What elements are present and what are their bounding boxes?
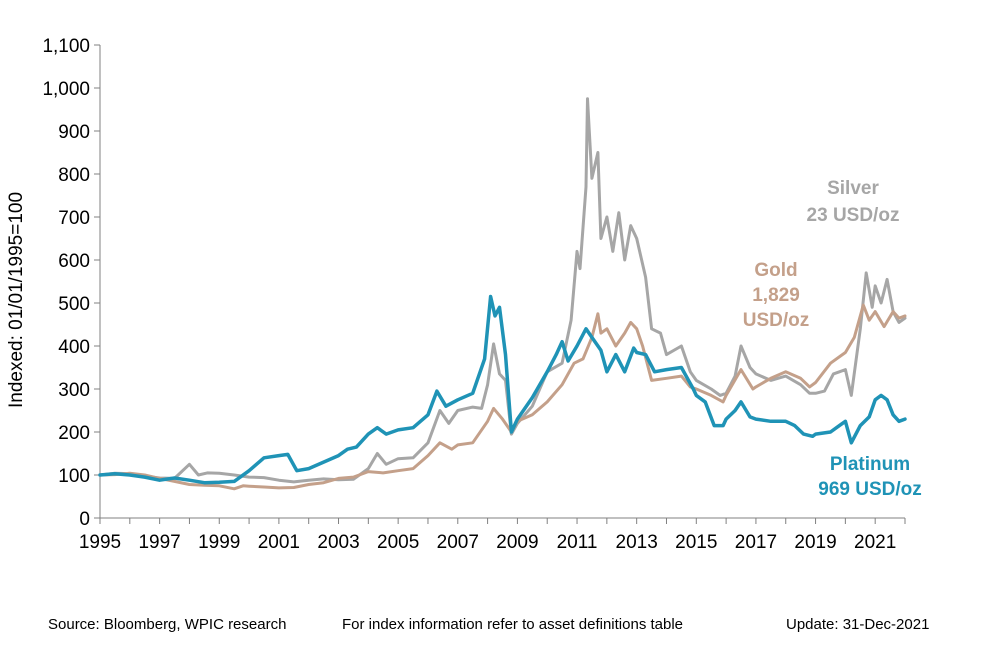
silver-series-line (98, 97, 907, 484)
gold-series-label: 1,829 (752, 285, 800, 306)
gold-series-label: USD/oz (743, 310, 810, 331)
x-tick-label: 2021 (854, 532, 896, 553)
y-axis: 0 100 200 300 400 500 600 700 800 900 1,000 1,100 (42, 36, 101, 530)
y-tick-label: 400 (58, 337, 90, 358)
y-tick-label: 600 (58, 251, 90, 272)
x-tick-label: 1999 (198, 532, 240, 553)
silver-series-label: Silver (827, 178, 879, 199)
x-tick-label: 1995 (79, 532, 121, 553)
platinum-series-label: 969 USD/oz (818, 479, 921, 500)
gold-series-label: Gold (754, 260, 797, 281)
source-note: Source: Bloomberg, WPIC research (48, 616, 287, 633)
update-date: Update: 31-Dec-2021 (786, 616, 930, 633)
x-tick-label: 2005 (377, 532, 419, 553)
series-labels: Silver 23 USD/oz Gold 1,829 USD/oz Platinum 96… (743, 178, 922, 500)
x-tick-label: 2017 (735, 532, 777, 553)
x-tick-label: 2013 (616, 532, 658, 553)
y-axis-label: Indexed: 01/01/1995=100 (6, 192, 27, 408)
platinum-series-line (98, 294, 907, 485)
x-tick-label: 2011 (557, 532, 598, 553)
x-tick-label: 2009 (496, 532, 538, 553)
y-tick-label: 300 (58, 380, 90, 401)
x-tick-label: 2003 (317, 532, 359, 553)
x-tick-label: 2015 (675, 532, 717, 553)
x-tick-label: 2007 (437, 532, 479, 553)
y-tick-label: 1,000 (42, 79, 90, 100)
gold-series-line (98, 303, 907, 491)
y-tick-label: 1,100 (42, 36, 90, 57)
index-info-note: For index information refer to asset def… (342, 616, 684, 633)
y-tick-label: 500 (58, 294, 90, 315)
series-lines (98, 97, 907, 491)
platinum-series-label: Platinum (830, 454, 910, 475)
y-tick-label: 200 (58, 423, 90, 444)
x-tick-label: 2019 (794, 532, 836, 553)
x-tick-label: 1997 (138, 532, 180, 553)
y-tick-label: 100 (58, 466, 90, 487)
x-tick-label: 2001 (258, 532, 300, 553)
y-tick-label: 800 (58, 165, 90, 186)
y-tick-label: 0 (79, 509, 90, 530)
y-tick-label: 700 (58, 208, 90, 229)
y-tick-label: 900 (58, 122, 90, 143)
silver-series-label: 23 USD/oz (807, 205, 900, 226)
x-axis: 1995 1997 1999 2001 2003 2005 2007 2009 2011 2013… (79, 517, 906, 553)
